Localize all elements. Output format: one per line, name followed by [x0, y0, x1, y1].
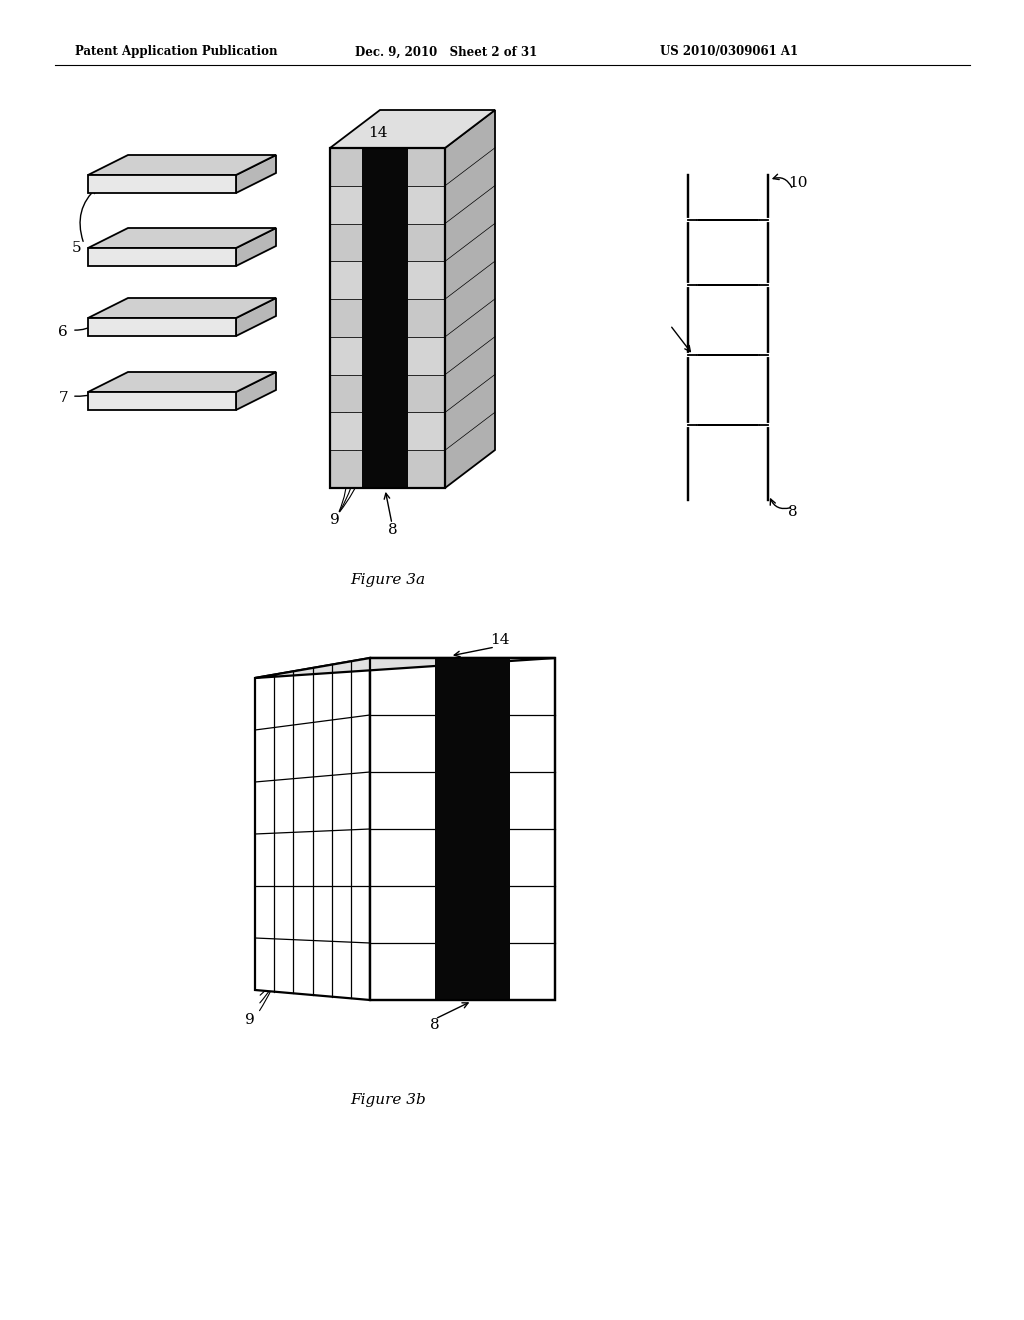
Polygon shape — [370, 657, 555, 1001]
Polygon shape — [330, 450, 445, 488]
FancyArrowPatch shape — [80, 187, 96, 242]
FancyArrowPatch shape — [337, 434, 347, 511]
Polygon shape — [330, 337, 445, 375]
Polygon shape — [255, 657, 370, 1001]
FancyArrowPatch shape — [672, 327, 690, 351]
Text: 10: 10 — [788, 176, 808, 190]
FancyArrowPatch shape — [770, 499, 791, 508]
Text: 6: 6 — [58, 325, 68, 339]
FancyArrowPatch shape — [260, 931, 280, 995]
Polygon shape — [330, 148, 445, 186]
Text: Patent Application Publication: Patent Application Publication — [75, 45, 278, 58]
Text: 14: 14 — [368, 125, 387, 140]
Polygon shape — [330, 223, 445, 261]
FancyArrowPatch shape — [384, 494, 391, 521]
FancyArrowPatch shape — [437, 1003, 468, 1018]
Polygon shape — [330, 186, 445, 223]
Bar — [362, 148, 408, 488]
Polygon shape — [88, 248, 236, 267]
Polygon shape — [88, 228, 276, 248]
Text: 9: 9 — [330, 513, 340, 527]
Polygon shape — [88, 298, 276, 318]
Text: 5: 5 — [72, 242, 81, 255]
Text: Dec. 9, 2010   Sheet 2 of 31: Dec. 9, 2010 Sheet 2 of 31 — [355, 45, 538, 58]
FancyArrowPatch shape — [75, 393, 94, 399]
Text: 7: 7 — [58, 391, 68, 405]
Polygon shape — [88, 372, 276, 392]
Text: Figure 3a: Figure 3a — [350, 573, 425, 587]
Polygon shape — [236, 228, 276, 267]
Polygon shape — [330, 261, 445, 300]
Polygon shape — [255, 657, 555, 678]
Text: 14: 14 — [490, 634, 510, 647]
Polygon shape — [88, 318, 236, 337]
Polygon shape — [88, 154, 276, 176]
FancyArrowPatch shape — [338, 359, 369, 512]
Text: US 2010/0309061 A1: US 2010/0309061 A1 — [660, 45, 798, 58]
Text: Figure 3b: Figure 3b — [350, 1093, 426, 1107]
FancyArrowPatch shape — [455, 648, 493, 657]
Text: 9: 9 — [245, 1012, 255, 1027]
FancyArrowPatch shape — [259, 838, 289, 1011]
Polygon shape — [330, 412, 445, 450]
Polygon shape — [445, 110, 495, 488]
Polygon shape — [330, 375, 445, 412]
Text: 8: 8 — [788, 506, 798, 519]
Polygon shape — [330, 110, 495, 148]
FancyArrowPatch shape — [260, 884, 287, 1003]
Polygon shape — [236, 298, 276, 337]
Polygon shape — [236, 154, 276, 193]
Polygon shape — [88, 392, 236, 411]
Text: 8: 8 — [430, 1018, 439, 1032]
FancyArrowPatch shape — [376, 114, 386, 137]
FancyArrowPatch shape — [337, 397, 356, 512]
FancyArrowPatch shape — [773, 174, 792, 187]
Text: 8: 8 — [388, 523, 397, 537]
FancyArrowPatch shape — [75, 325, 94, 330]
Polygon shape — [88, 176, 236, 193]
Polygon shape — [236, 372, 276, 411]
Bar — [435, 657, 510, 1001]
Polygon shape — [330, 300, 445, 337]
